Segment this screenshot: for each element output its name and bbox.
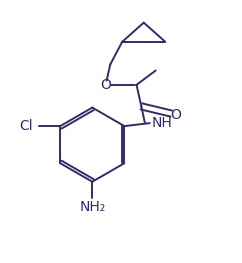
Text: O: O xyxy=(171,108,182,122)
Text: Cl: Cl xyxy=(19,119,33,133)
Text: NH₂: NH₂ xyxy=(79,200,106,214)
Text: NH: NH xyxy=(151,116,172,130)
Text: O: O xyxy=(100,78,111,92)
